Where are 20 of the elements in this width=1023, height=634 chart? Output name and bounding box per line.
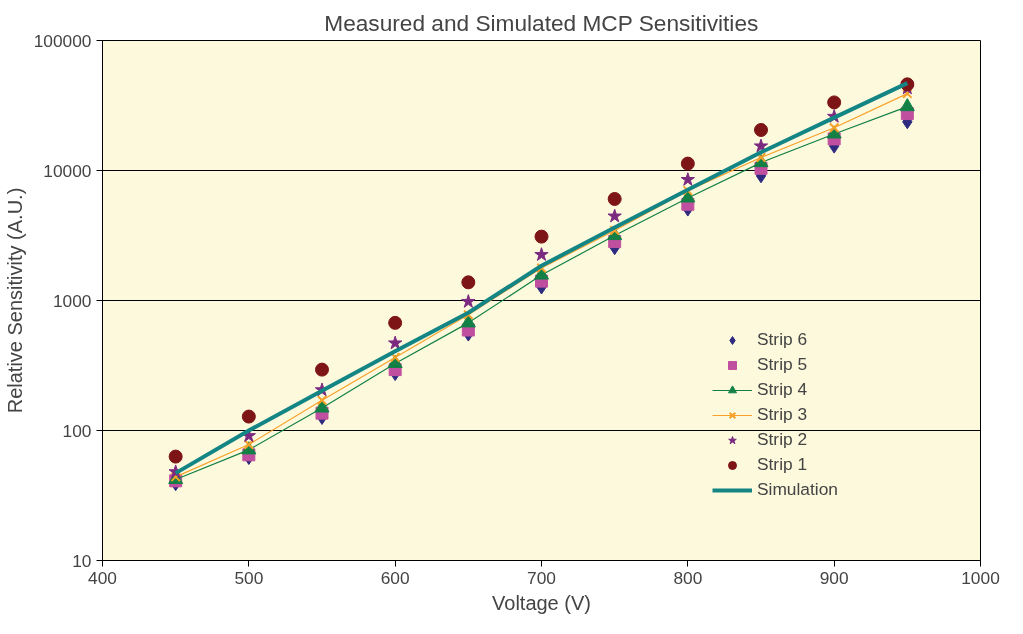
x-tick-label: 900 xyxy=(819,567,849,588)
y-tick-label: 10000 xyxy=(43,160,92,181)
y-tick-label: 100 xyxy=(62,420,92,441)
legend-label: Strip 6 xyxy=(757,329,808,350)
x-tick-label: 800 xyxy=(673,567,703,588)
x-tick-label: 600 xyxy=(380,567,410,588)
legend-label: Strip 5 xyxy=(757,354,808,375)
legend-label: Strip 4 xyxy=(757,379,808,400)
x-tick-label: 500 xyxy=(234,567,264,588)
legend-label: Strip 3 xyxy=(757,404,808,425)
y-tick-label: 1000 xyxy=(52,290,92,311)
chart-title: Measured and Simulated MCP Sensitivities xyxy=(324,9,759,36)
y-axis-title: Relative Sensitivity (A.U.) xyxy=(3,187,26,414)
legend-label: Strip 1 xyxy=(757,454,808,475)
x-axis-title: Voltage (V) xyxy=(492,591,591,614)
x-tick-label: 700 xyxy=(527,567,556,588)
x-tick-label: 1000 xyxy=(961,567,1000,588)
y-tick-label: 100000 xyxy=(33,30,92,51)
legend-label: Simulation xyxy=(757,479,838,500)
legend-label: Strip 2 xyxy=(757,429,808,450)
